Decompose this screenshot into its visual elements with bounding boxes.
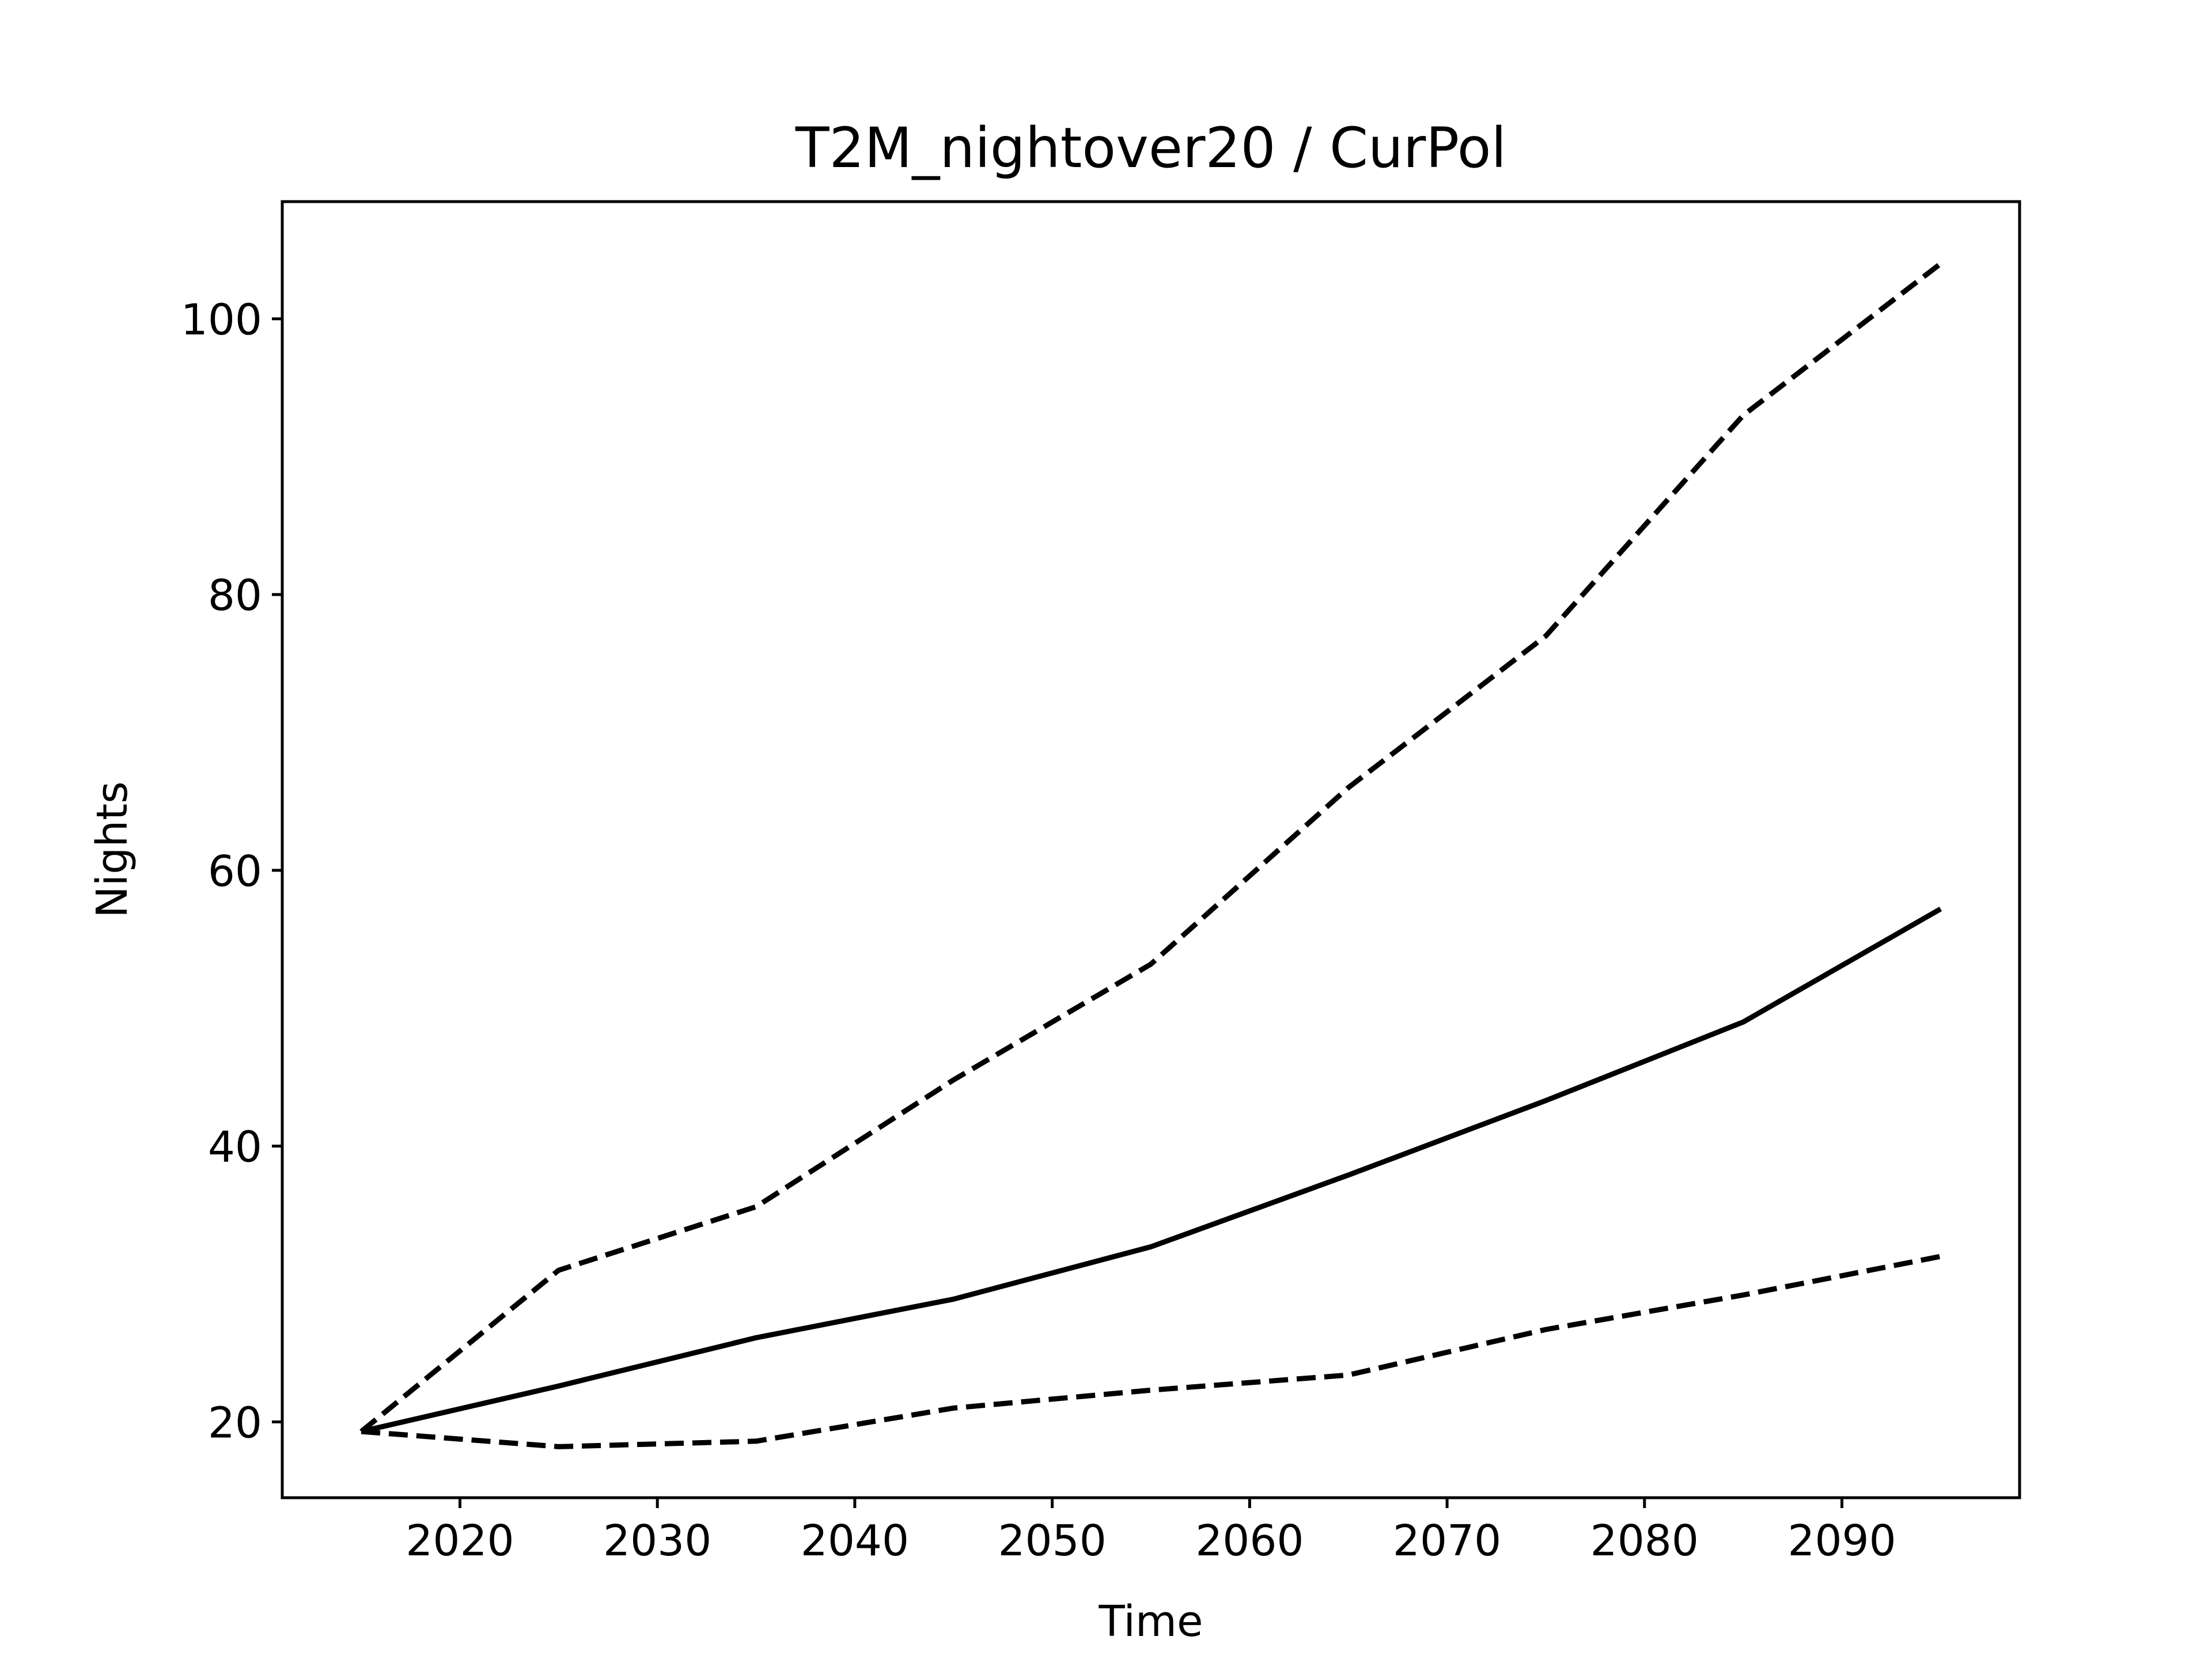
x-tick-label: 2060 [1195,1516,1304,1566]
x-tick-label: 2070 [1393,1516,1501,1566]
x-tick-label: 2040 [801,1516,909,1566]
x-axis-label: Time [1098,1597,1203,1646]
y-tick-label: 80 [208,571,262,620]
series-layer [359,262,1942,1449]
x-tick-label: 2030 [603,1516,711,1566]
y-tick-label: 100 [181,295,262,344]
y-axis-ticks: 20 40 60 80 100 [181,295,282,1448]
x-tick-label: 2020 [406,1516,514,1566]
y-tick-label: 20 [208,1398,262,1448]
series-line-2 [361,906,1942,1434]
x-axis-ticks: 2020 2030 2040 2050 2060 2070 2080 2090 [406,1498,1896,1566]
y-tick-label: 40 [208,1123,262,1172]
series-line-3 [361,1253,1941,1449]
chart-title: T2M_nightover20 / CurPol [795,116,1506,180]
x-tick-label: 2080 [1590,1516,1699,1566]
axes-frame [281,200,2021,1499]
series-line-1 [359,262,1942,1434]
x-tick-label: 2090 [1787,1516,1896,1566]
y-axis-label: Nights [88,781,137,918]
x-tick-label: 2050 [998,1516,1106,1566]
y-tick-label: 60 [208,847,262,896]
